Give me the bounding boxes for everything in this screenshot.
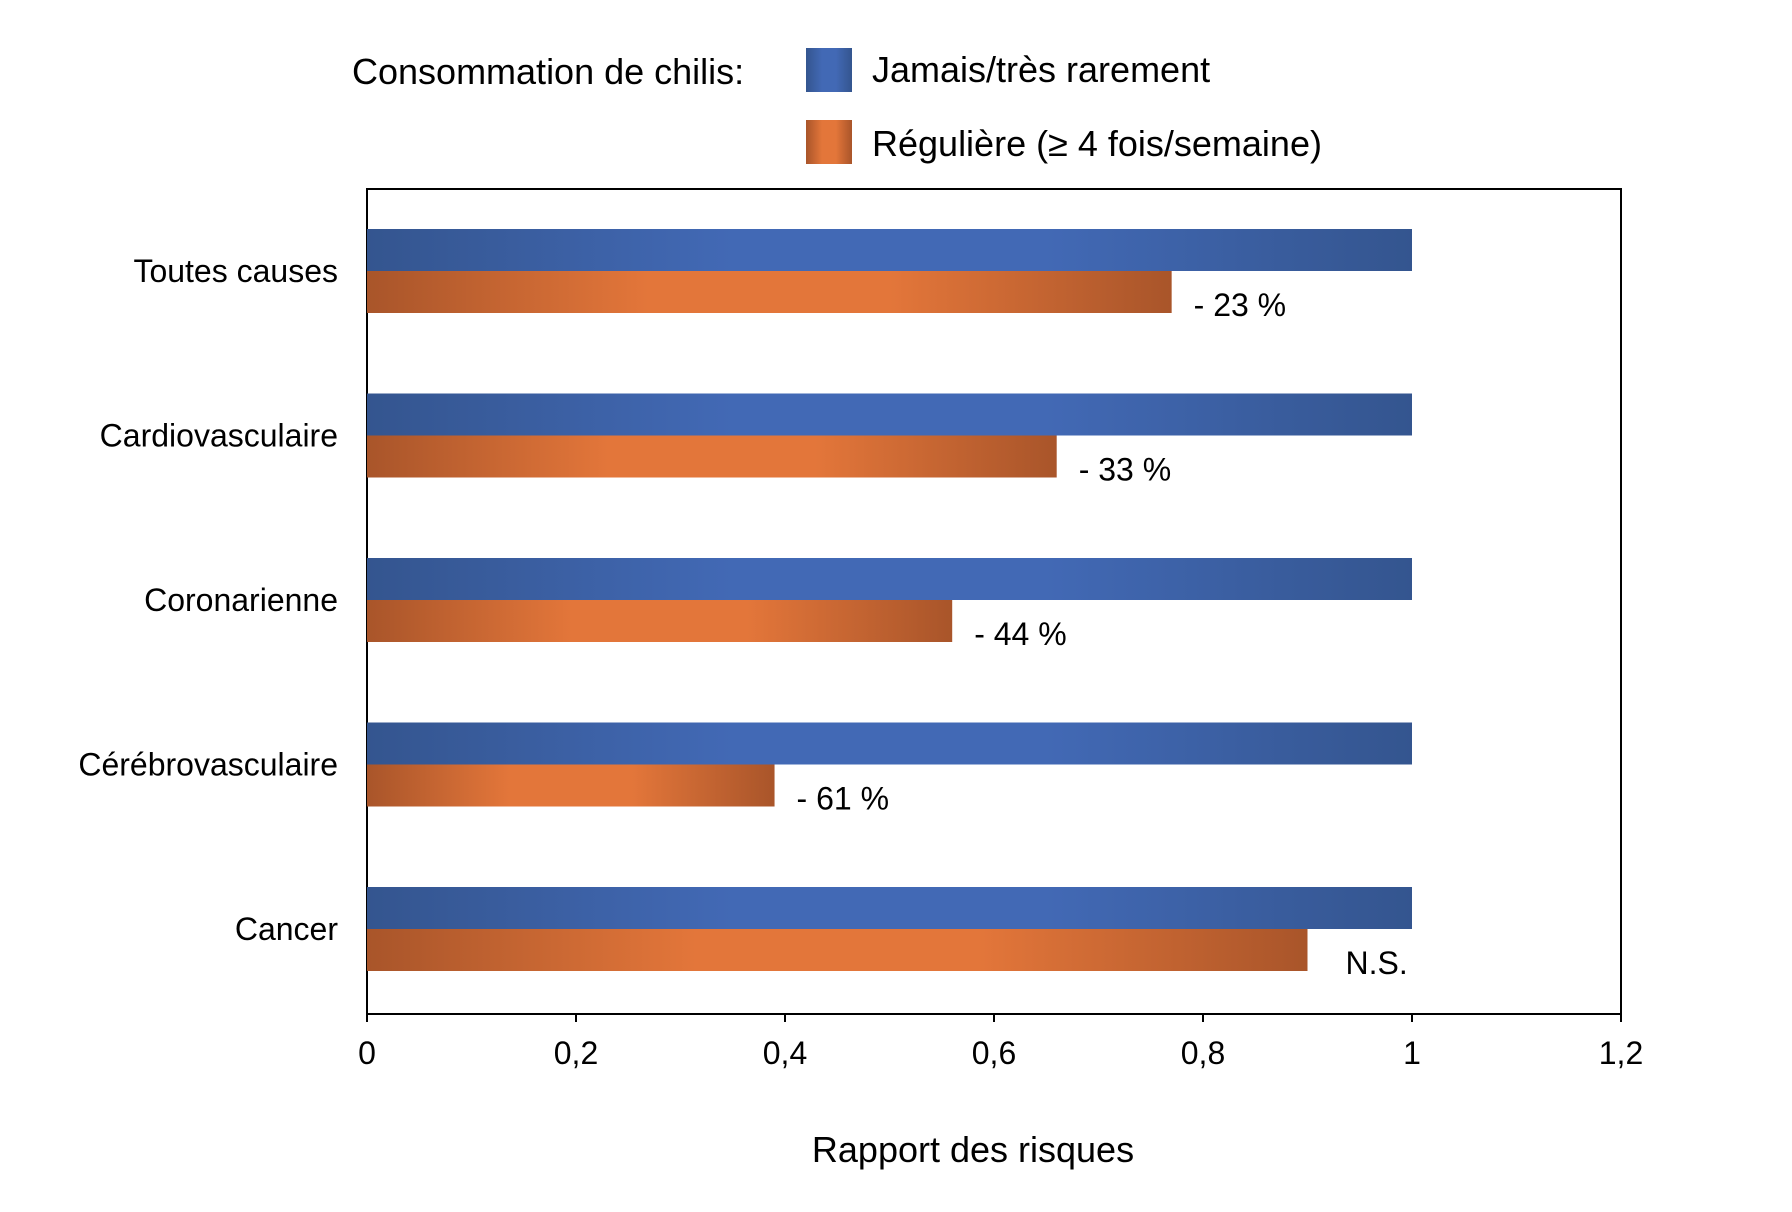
bar-series-0-cat-2 bbox=[367, 558, 1412, 600]
x-tick-label: 0,2 bbox=[554, 1035, 598, 1071]
x-tick-label: 1 bbox=[1403, 1035, 1421, 1071]
bar-series-0-cat-0 bbox=[367, 229, 1412, 271]
data-labels-layer: - 23 % - 33 % - 44 % - 61 % N.S. bbox=[797, 287, 1408, 981]
data-label: - 23 % bbox=[1194, 287, 1286, 323]
bar-series-1-cat-0 bbox=[367, 271, 1172, 313]
bar-series-0-cat-3 bbox=[367, 722, 1412, 765]
legend-swatch-series-0 bbox=[806, 48, 852, 92]
category-labels-layer: Toutes causes Cardiovasculaire Coronarienn… bbox=[78, 253, 338, 947]
category-label: Cérébrovasculaire bbox=[78, 747, 338, 783]
x-axis-title: Rapport des risques bbox=[812, 1129, 1134, 1170]
bar-series-0-cat-4 bbox=[367, 887, 1412, 929]
bar-series-1-cat-3 bbox=[367, 764, 775, 807]
legend-swatch-series-1 bbox=[806, 120, 852, 164]
bar-series-1-cat-1 bbox=[367, 435, 1057, 478]
x-tick-label: 0,6 bbox=[972, 1035, 1016, 1071]
bars-layer bbox=[367, 229, 1412, 971]
category-label: Cancer bbox=[235, 911, 339, 947]
x-ticks-layer: 0 0,2 0,4 0,6 0,8 1 1,2 bbox=[358, 1014, 1643, 1071]
x-tick-label: 0,8 bbox=[1181, 1035, 1225, 1071]
x-tick-label: 0 bbox=[358, 1035, 376, 1071]
category-label: Toutes causes bbox=[133, 253, 338, 289]
category-label: Cardiovasculaire bbox=[100, 418, 338, 454]
data-label: N.S. bbox=[1346, 945, 1408, 981]
x-tick-label: 1,2 bbox=[1599, 1035, 1643, 1071]
bar-series-1-cat-2 bbox=[367, 600, 953, 642]
bar-series-0-cat-1 bbox=[367, 393, 1412, 436]
data-label: - 44 % bbox=[974, 616, 1066, 652]
data-label: - 61 % bbox=[797, 781, 889, 817]
bar-series-1-cat-4 bbox=[367, 929, 1308, 971]
legend-title: Consommation de chilis: bbox=[352, 51, 744, 92]
data-label: - 33 % bbox=[1079, 452, 1171, 488]
category-label: Coronarienne bbox=[144, 582, 338, 618]
legend-label-series-1: Régulière (≥ 4 fois/semaine) bbox=[872, 123, 1322, 164]
legend-label-series-0: Jamais/très rarement bbox=[872, 49, 1210, 90]
x-tick-label: 0,4 bbox=[763, 1035, 807, 1071]
